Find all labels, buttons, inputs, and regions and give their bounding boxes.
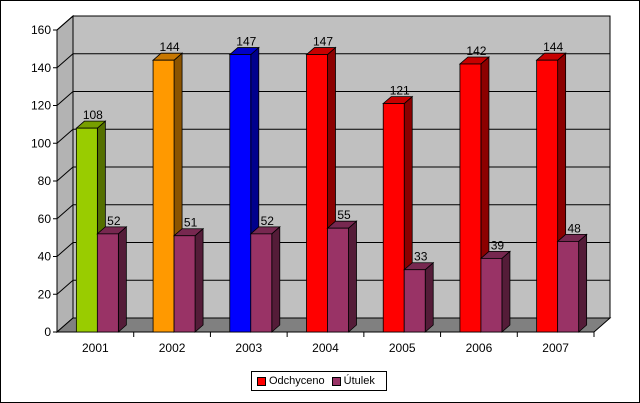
x-tick-label: 2001 <box>82 341 109 355</box>
bar-side <box>501 250 511 333</box>
legend-item-utulek: Útulek <box>331 375 375 387</box>
legend-label-utulek: Útulek <box>343 375 375 387</box>
bar-side <box>424 261 434 333</box>
bar <box>480 257 503 333</box>
x-tick-label: 2004 <box>312 341 339 355</box>
bar <box>229 54 252 333</box>
y-tick-label: 40 <box>38 250 52 264</box>
data-label: 108 <box>83 108 103 122</box>
gridline <box>56 242 610 257</box>
y-tick-label: 60 <box>38 212 52 226</box>
bar-side <box>578 233 588 333</box>
bar-side <box>348 220 357 333</box>
legend-swatch-odchyceno <box>257 376 266 386</box>
data-label: 142 <box>466 44 486 58</box>
bar-side <box>194 227 204 333</box>
legend-item-odchyceno: Odchyceno <box>257 375 325 387</box>
bar <box>459 63 482 333</box>
data-label: 33 <box>414 250 428 264</box>
x-tick-label: 2002 <box>159 341 186 355</box>
x-tick-label: 2003 <box>235 341 262 355</box>
x-tick-label: 2006 <box>466 341 493 355</box>
y-tick-label: 100 <box>31 136 51 150</box>
gridline <box>56 166 610 182</box>
legend-swatch-utulek <box>331 376 341 386</box>
gridline <box>56 91 610 106</box>
x-tick-label: 2005 <box>389 341 416 355</box>
data-label: 52 <box>261 214 275 228</box>
bar <box>152 59 175 333</box>
data-label: 144 <box>160 40 180 54</box>
y-tick-label: 80 <box>38 174 52 188</box>
legend: Odchyceno Útulek <box>251 371 387 391</box>
bar <box>536 59 559 333</box>
bar <box>96 233 119 333</box>
y-tick-label: 20 <box>38 287 52 301</box>
bar <box>75 127 98 333</box>
data-label: 144 <box>543 40 563 54</box>
bar <box>173 235 196 333</box>
data-label: 39 <box>491 238 505 252</box>
y-tick-label: 140 <box>31 61 51 75</box>
data-label: 52 <box>107 214 121 228</box>
data-label: 48 <box>567 221 581 235</box>
gridline <box>56 128 610 144</box>
legend-label-odchyceno: Odchyceno <box>269 375 325 387</box>
y-tick-label: 160 <box>31 23 51 37</box>
gridline <box>56 204 610 220</box>
bar-side <box>271 225 281 333</box>
bar <box>250 233 273 333</box>
data-label: 147 <box>236 35 256 49</box>
bar-side <box>117 225 127 333</box>
data-label: 51 <box>184 216 198 230</box>
data-label: 147 <box>313 35 333 49</box>
y-tick-label: 120 <box>31 99 51 113</box>
y-tick-label: 0 <box>44 325 51 339</box>
data-label: 55 <box>337 208 351 222</box>
gridline <box>56 15 610 31</box>
x-tick-label: 2007 <box>542 341 569 355</box>
bar <box>382 103 405 333</box>
bar <box>327 227 349 333</box>
bar <box>306 54 328 333</box>
bar <box>403 269 426 333</box>
data-label: 121 <box>390 84 410 98</box>
gridline <box>56 53 610 69</box>
bar <box>557 240 580 333</box>
